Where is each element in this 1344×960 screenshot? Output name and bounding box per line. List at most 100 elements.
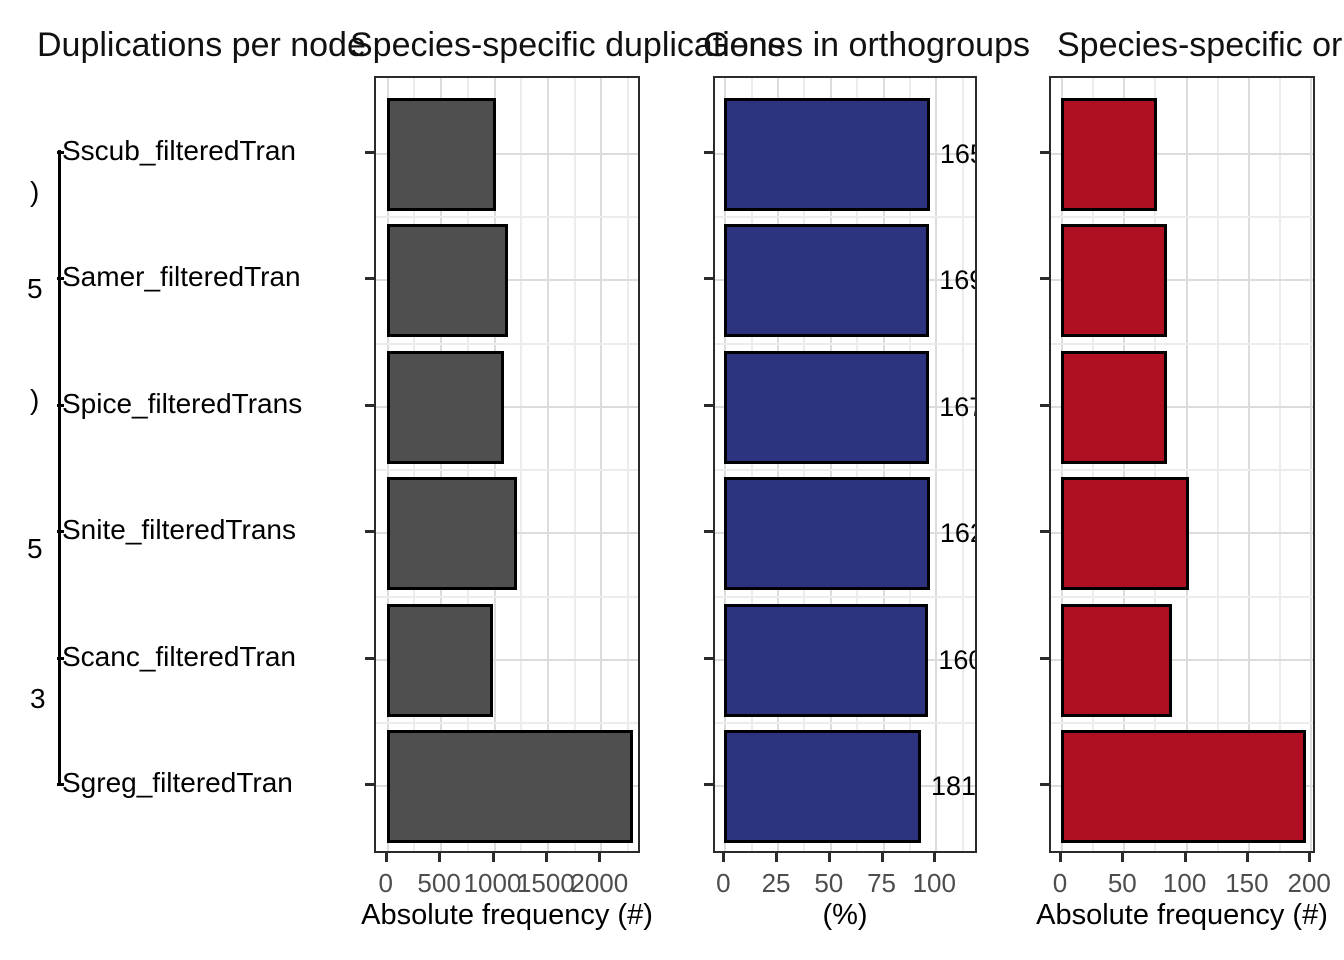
tree-branch-stub: [57, 783, 64, 786]
x-axis-tick-label: 1000: [463, 868, 522, 898]
bar: [386, 729, 633, 843]
grid-line-vertical: [493, 78, 496, 851]
grid-line-vertical: [1279, 78, 1282, 851]
grid-line-vertical: [440, 78, 443, 851]
y-axis-tick: [704, 783, 713, 786]
tree-branch-stub: [57, 151, 64, 154]
grid-line-horizontal: [1051, 722, 1313, 724]
tree-branch-stub: [57, 277, 64, 280]
tree-spine: [58, 150, 61, 784]
species-label: Spice_filteredTrans: [62, 388, 303, 419]
bar-value-label: 160: [938, 645, 975, 675]
bar: [386, 223, 508, 337]
bar: [1061, 97, 1158, 211]
x-axis-tick: [775, 853, 779, 862]
y-axis-tick: [365, 151, 374, 154]
tree-branch-stub: [57, 404, 64, 407]
x-axis-tick-label: 0: [1052, 868, 1068, 898]
grid-line-horizontal: [715, 469, 975, 471]
grid-line-horizontal: [376, 216, 638, 218]
tree-node-label-fragment: 3: [30, 683, 46, 714]
grid-line-vertical: [386, 78, 389, 851]
y-axis-tick: [365, 277, 374, 280]
species-label: Sscub_filteredTran: [62, 135, 296, 166]
bar: [1061, 729, 1306, 843]
grid-line-vertical: [829, 78, 832, 851]
x-axis-tick-label: 500: [417, 868, 461, 898]
x-axis-tick-label: 25: [761, 868, 791, 898]
y-axis-tick: [1040, 277, 1049, 280]
x-axis-tick: [384, 853, 388, 862]
grid-line-vertical: [1123, 78, 1126, 851]
plot-title-species-specific-orthogroups: Species-specific or: [1057, 26, 1343, 64]
bar: [724, 350, 930, 464]
x-axis-tick: [491, 853, 495, 862]
plot-title-genes-in-orthogroups: Genes in orthogroups: [703, 26, 1030, 64]
species-label: Sgreg_filteredTran: [62, 767, 293, 798]
grid-line-vertical: [600, 78, 603, 851]
grid-line-horizontal: [1051, 279, 1313, 281]
y-axis-tick: [704, 530, 713, 533]
x-axis-tick-label: 0: [378, 868, 393, 898]
y-axis-tick: [365, 530, 374, 533]
bar: [724, 729, 921, 843]
chart-panel: 165 169 167 162 160 1813: [713, 76, 977, 853]
tree-node-label-fragment: 5: [27, 273, 43, 304]
grid-line-vertical: [803, 78, 806, 851]
grid-line-horizontal: [1051, 153, 1313, 155]
x-axis-tick: [1245, 853, 1249, 862]
grid-line-horizontal: [715, 216, 975, 218]
chart-panel: [374, 76, 640, 853]
x-axis-tick-label: 100: [1162, 868, 1207, 898]
bar: [724, 476, 930, 590]
y-axis-tick: [365, 783, 374, 786]
bar-value-label: 167: [939, 392, 975, 422]
y-axis-tick: [704, 277, 713, 280]
y-axis-tick: [704, 657, 713, 660]
grid-line-vertical: [573, 78, 576, 851]
x-axis-tick: [1121, 853, 1125, 862]
y-axis-tick: [1040, 404, 1049, 407]
grid-line-vertical: [466, 78, 469, 851]
grid-line-horizontal: [1051, 595, 1313, 598]
y-axis-tick: [1040, 151, 1049, 154]
grid-line-horizontal: [1051, 406, 1313, 408]
species-label: Snite_filteredTrans: [62, 514, 296, 545]
x-axis-tick-label: 0: [716, 868, 731, 898]
y-axis-tick: [365, 657, 374, 660]
x-axis-tick-label: 150: [1225, 868, 1269, 898]
x-axis-tick: [544, 853, 548, 862]
grid-line-vertical: [961, 78, 964, 851]
grid-line-vertical: [1092, 78, 1095, 851]
grid-line-vertical: [1310, 78, 1313, 851]
grid-line-horizontal: [1051, 342, 1313, 345]
tree-node-label-fragment: ): [30, 176, 40, 207]
grid-line-horizontal: [1051, 469, 1313, 471]
grid-line-vertical: [908, 78, 911, 851]
bar: [1061, 350, 1168, 464]
x-axis-tick-label: 2000: [570, 868, 629, 898]
x-axis-tick: [722, 853, 726, 862]
bar: [1061, 476, 1189, 590]
y-axis-tick: [1040, 783, 1049, 786]
x-axis-tick: [438, 853, 442, 862]
grid-line-horizontal: [376, 342, 638, 345]
bar: [724, 223, 930, 337]
grid-line-vertical: [1216, 78, 1219, 851]
tree-node-label-fragment: ): [30, 384, 40, 415]
bar-value-label: 1813: [930, 771, 977, 801]
x-axis-title: (%): [822, 899, 868, 931]
grid-line-vertical: [520, 78, 523, 851]
species-label-column: Sscub_filteredTran Samer_filteredTran Spic…: [62, 0, 348, 960]
x-axis-tick: [1183, 853, 1187, 862]
x-axis-tick-label: 50: [814, 868, 844, 898]
grid-line-horizontal: [376, 153, 638, 155]
grid-line-vertical: [777, 78, 780, 851]
x-axis-tick-label: 200: [1287, 868, 1331, 898]
grid-line-horizontal: [376, 659, 638, 661]
x-axis-tick: [827, 853, 831, 862]
y-axis-tick: [704, 404, 713, 407]
x-axis-tick: [933, 853, 937, 862]
grid-line-vertical: [724, 78, 727, 851]
x-axis-title: Absolute frequency (#): [361, 899, 653, 931]
